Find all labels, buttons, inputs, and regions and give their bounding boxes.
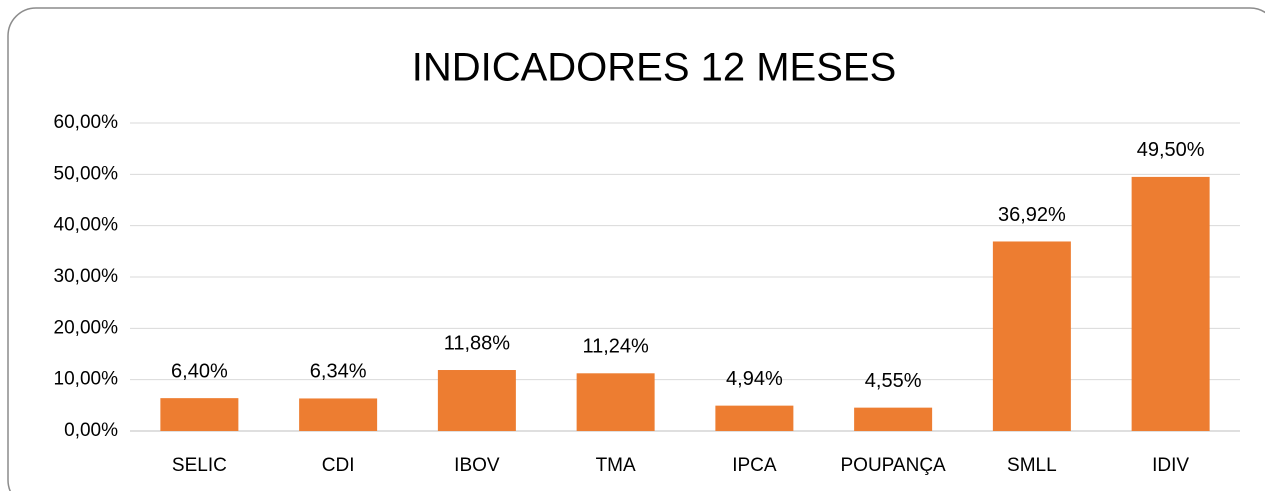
x-tick-label: SMLL — [1007, 455, 1057, 476]
x-tick-label: IBOV — [454, 455, 500, 476]
y-tick-label: 50,00% — [54, 163, 119, 184]
bar — [992, 241, 1071, 431]
y-tick-label: 40,00% — [54, 215, 119, 236]
x-tick-label: CDI — [322, 455, 355, 476]
y-tick-label: 30,00% — [54, 266, 119, 287]
x-tick-label: IDIV — [1152, 455, 1189, 476]
bar — [437, 370, 516, 431]
y-tick-label: 0,00% — [64, 420, 118, 441]
x-tick-label: TMA — [596, 455, 636, 476]
y-tick-label: 10,00% — [54, 369, 119, 390]
data-label: 36,92% — [998, 204, 1066, 226]
data-label: 11,24% — [582, 336, 649, 358]
bar — [299, 398, 378, 431]
chart-frame — [7, 7, 1265, 491]
chart-title: INDICADORES 12 MESES — [412, 46, 897, 90]
data-label: 6,34% — [310, 361, 367, 383]
data-label: 4,55% — [865, 370, 922, 392]
data-label: 11,88% — [444, 332, 511, 354]
x-tick-label: POUPANÇA — [841, 455, 947, 476]
x-tick-label: IPCA — [732, 455, 777, 476]
bar — [715, 405, 794, 431]
bar — [854, 407, 933, 431]
data-label: 6,40% — [171, 360, 228, 382]
y-tick-label: 20,00% — [54, 317, 119, 338]
x-tick-label: SELIC — [172, 455, 227, 476]
y-tick-label: 60,00% — [54, 112, 119, 133]
bar — [160, 398, 239, 431]
data-label: 49,50% — [1137, 139, 1205, 161]
bar — [576, 373, 655, 431]
data-label: 4,94% — [726, 368, 783, 390]
bar — [1131, 176, 1210, 431]
